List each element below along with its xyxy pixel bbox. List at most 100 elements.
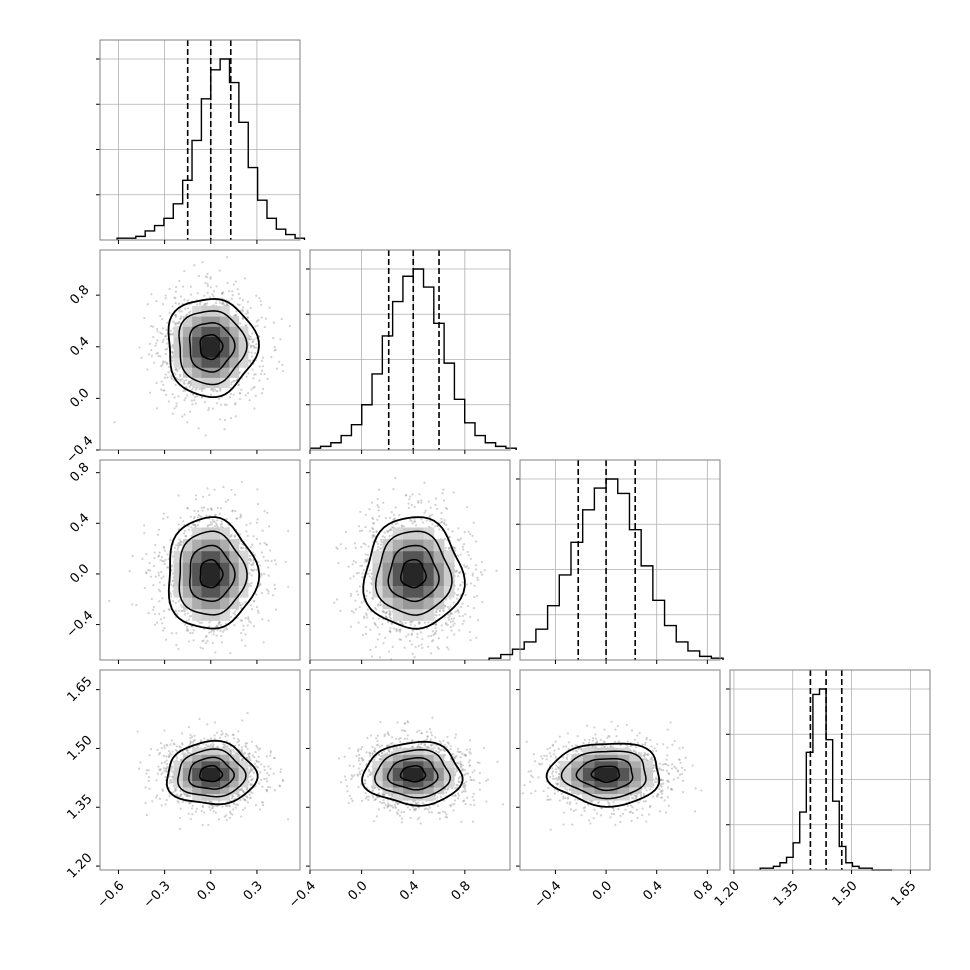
scatter-point — [554, 740, 557, 743]
scatter-point — [659, 779, 662, 782]
density-cell — [182, 326, 193, 338]
scatter-point — [457, 609, 460, 612]
scatter-point — [599, 814, 603, 817]
scatter-point — [611, 807, 614, 810]
scatter-point — [376, 626, 379, 629]
scatter-point — [413, 520, 416, 523]
scatter-point — [238, 794, 241, 797]
scatter-point — [694, 787, 697, 790]
scatter-point — [240, 788, 243, 791]
density-cell — [392, 786, 404, 795]
scatter-point — [161, 332, 164, 336]
scatter-point — [409, 621, 412, 624]
scatter-point — [186, 612, 189, 615]
scatter-point — [564, 787, 567, 790]
scatter-point — [640, 752, 643, 755]
scatter-point — [185, 793, 188, 797]
density-cell — [210, 767, 221, 775]
density-cell — [182, 346, 193, 358]
density-cell — [392, 539, 404, 552]
scatter-point — [393, 518, 396, 521]
scatter-point — [453, 622, 456, 625]
density-cell — [413, 773, 424, 781]
density-cell — [229, 767, 240, 775]
scatter-point — [250, 344, 254, 348]
scatter-point — [158, 752, 162, 755]
scatter-point — [227, 804, 230, 807]
scatter-point — [393, 517, 396, 520]
scatter-point — [236, 741, 239, 744]
scatter-point — [179, 317, 182, 320]
scatter-point — [243, 798, 246, 801]
scatter-point — [496, 760, 499, 764]
scatter-point — [386, 805, 389, 808]
scatter-point — [614, 823, 617, 826]
scatter-point — [557, 775, 560, 778]
scatter-point — [211, 806, 215, 810]
scatter-point — [220, 520, 223, 523]
scatter-point — [597, 800, 600, 804]
density-cell — [201, 573, 212, 587]
scatter-point — [457, 593, 460, 597]
scatter-point — [363, 782, 366, 785]
scatter-point — [162, 512, 165, 515]
scatter-point — [138, 346, 141, 349]
scatter-point — [213, 525, 217, 528]
density-cell — [403, 573, 414, 587]
scatter-point — [221, 292, 224, 295]
scatter-point — [427, 500, 430, 503]
scatter-point — [190, 293, 193, 296]
scatter-point — [180, 732, 184, 735]
scatter-point — [171, 344, 174, 347]
scatter-point — [261, 387, 265, 391]
scatter-point — [454, 794, 457, 797]
scatter-point — [259, 575, 262, 578]
density-cell — [582, 793, 595, 801]
scatter-point — [238, 297, 241, 300]
scatter-point — [365, 751, 368, 754]
scatter-point — [233, 534, 237, 537]
scatter-point — [161, 559, 164, 563]
scatter-point — [651, 759, 654, 762]
y-tick-label: 1.20 — [64, 851, 95, 882]
scatter-point — [691, 764, 694, 767]
scatter-point — [541, 757, 544, 760]
scatter-point — [209, 745, 212, 748]
scatter-point — [456, 761, 459, 764]
scatter-point — [393, 803, 396, 806]
scatter-point — [418, 816, 421, 819]
scatter-point — [366, 736, 369, 740]
scatter-point — [377, 545, 380, 549]
scatter-point — [447, 618, 451, 621]
scatter-point — [213, 734, 216, 737]
hist-panel-2 — [488, 459, 724, 664]
scatter-point — [221, 302, 225, 305]
scatter-point — [523, 784, 526, 787]
scatter-point — [259, 542, 262, 545]
scatter-point — [398, 513, 401, 517]
scatter-point — [464, 593, 467, 597]
scatter-point — [662, 768, 665, 772]
scatter-point — [390, 751, 393, 754]
density-cell — [617, 773, 630, 781]
scatter-point — [641, 807, 644, 810]
scatter-point — [171, 775, 174, 778]
scatter-point — [371, 745, 374, 749]
scatter-point — [237, 730, 240, 733]
scatter-point — [204, 635, 207, 639]
scatter-point — [206, 745, 209, 748]
scatter-point — [443, 522, 446, 525]
scatter-point — [461, 769, 464, 772]
scatter-point — [374, 606, 377, 610]
scatter-point — [162, 546, 165, 549]
scatter-point — [680, 766, 684, 769]
scatter-point — [165, 328, 168, 331]
scatter-point — [364, 553, 367, 556]
scatter-point — [218, 621, 221, 624]
scatter-point — [152, 608, 155, 611]
scatter-point — [416, 818, 420, 821]
scatter-point — [555, 777, 558, 780]
scatter-point — [354, 561, 357, 564]
scatter-point — [368, 591, 372, 594]
scatter-point — [666, 796, 669, 799]
